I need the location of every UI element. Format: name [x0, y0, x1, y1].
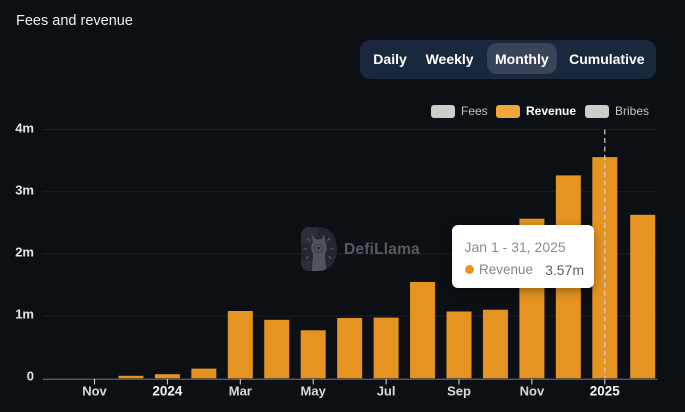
svg-text:4m: 4m [15, 121, 34, 136]
svg-text:Jul: Jul [377, 384, 396, 399]
svg-text:3m: 3m [15, 183, 34, 198]
svg-text:Mar: Mar [229, 384, 252, 399]
svg-text:Nov: Nov [520, 384, 545, 399]
svg-text:2m: 2m [15, 245, 34, 260]
svg-text:2024: 2024 [152, 384, 183, 399]
svg-text:Nov: Nov [82, 384, 107, 399]
svg-text:1m: 1m [15, 307, 34, 322]
svg-text:2025: 2025 [590, 384, 621, 399]
svg-text:0: 0 [27, 369, 34, 384]
svg-text:Sep: Sep [447, 384, 471, 399]
svg-text:May: May [301, 384, 327, 399]
